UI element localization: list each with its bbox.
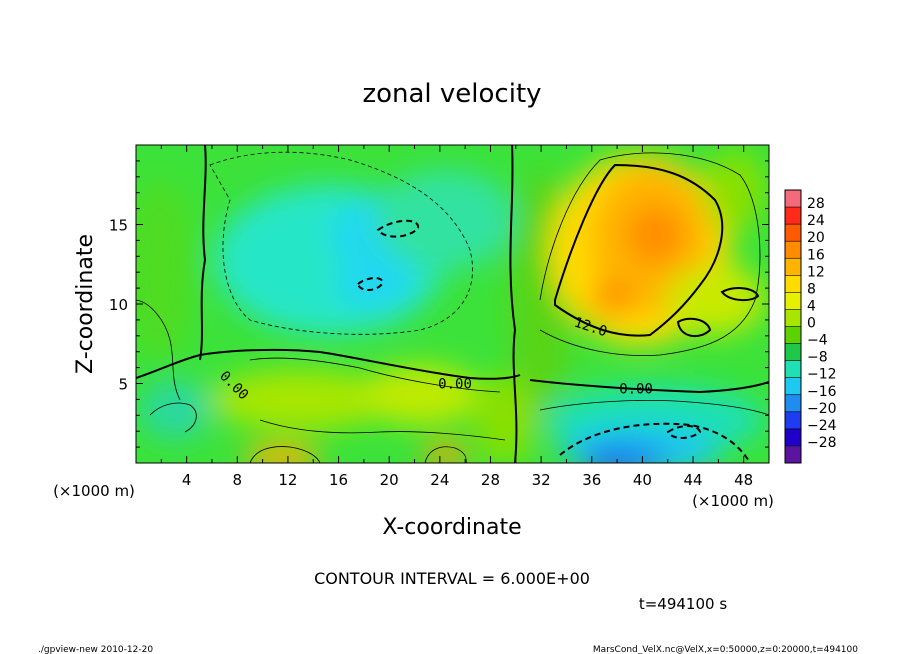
chart-title: zonal velocity: [362, 79, 541, 109]
colorbar-segment: [785, 377, 801, 396]
x-tick-label: 32: [532, 471, 551, 489]
colorbar-segment: [785, 292, 801, 310]
colorbar-segment: [785, 190, 801, 208]
colorbar-label: 4: [807, 298, 816, 314]
x-axis-title: X-coordinate: [382, 515, 521, 540]
colorbar-segment: [785, 445, 801, 464]
x-axis-ticks: 4 8 12 16 20 24 28 32 36 40 44 48: [160, 145, 753, 489]
x-tick-label: 40: [633, 471, 652, 489]
colorbar-label: 8: [807, 281, 816, 297]
colorbar-segment: [785, 326, 801, 345]
colorbar-segment: [785, 394, 801, 413]
footer-right: MarsCond_VelX.nc@VelX,x=0:50000,z=0:2000…: [593, 645, 858, 654]
x-tick-label: 44: [683, 471, 702, 489]
colorbar-label: 0: [807, 316, 816, 332]
footer-left: ./gpview-new 2010-12-20: [38, 645, 153, 654]
x-tick-label: 28: [481, 471, 500, 489]
colorbar-label: −28: [807, 435, 837, 451]
x-tick-label: 16: [329, 471, 348, 489]
y-tick-label: 15: [109, 217, 128, 235]
x-tick-label: 48: [734, 471, 753, 489]
colorbar-label: −24: [807, 418, 837, 434]
colorbar-segment: [785, 428, 801, 447]
contour-interval: CONTOUR INTERVAL = 6.000E+00: [314, 569, 590, 588]
colorbar-label: 12: [807, 264, 825, 280]
colorbar-segment: [785, 258, 801, 276]
colorbar-label: 24: [807, 213, 825, 229]
colorbar-label: −12: [807, 367, 837, 383]
colorbar-label: 28: [807, 196, 825, 212]
colorbar-segment: [785, 309, 801, 327]
colorbar-segment: [785, 275, 801, 293]
x-tick-label: 24: [430, 471, 449, 489]
z-unit-label: (×1000 m): [53, 482, 135, 500]
colorbar-label: −16: [807, 384, 837, 400]
x-tick-label: 12: [278, 471, 297, 489]
time-stamp: t=494100 s: [639, 595, 727, 613]
colorbar-label: 20: [807, 230, 825, 246]
colorbar-segment: [785, 224, 801, 242]
colorbar-label: −4: [807, 333, 828, 349]
contour-label: 0.00: [619, 381, 653, 397]
colorbar-segment: [785, 241, 801, 259]
colorbar-label: −20: [807, 401, 837, 417]
colorbar-label: −8: [807, 350, 828, 366]
y-tick-label: 5: [118, 376, 128, 394]
x-tick-label: 20: [380, 471, 399, 489]
y-axis-ticks: 5 10 15: [109, 160, 769, 448]
x-unit-label: (×1000 m): [692, 492, 774, 510]
x-tick-label: 4: [182, 471, 192, 489]
colorbar-segment: [785, 360, 801, 379]
y-tick-label: 10: [109, 296, 128, 314]
x-tick-label: 8: [233, 471, 243, 489]
contour-label: 0.00: [438, 377, 472, 393]
colorbar-segment: [785, 343, 801, 362]
x-tick-label: 36: [582, 471, 601, 489]
y-axis-title: Z-coordinate: [73, 234, 98, 374]
colorbar-segment: [785, 411, 801, 430]
colorbar-segment: [785, 207, 801, 225]
colorbar-label: 16: [807, 247, 825, 263]
